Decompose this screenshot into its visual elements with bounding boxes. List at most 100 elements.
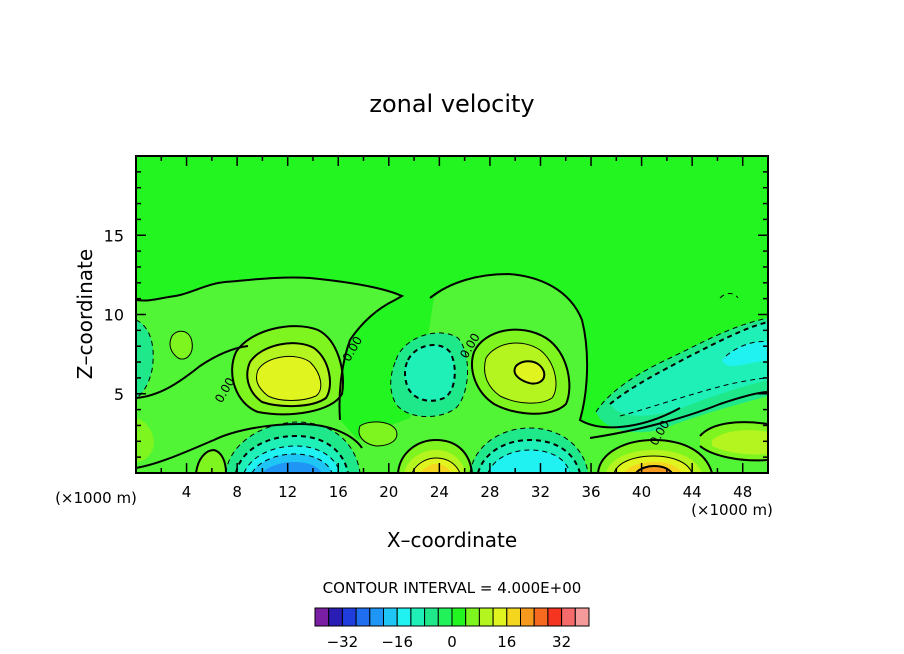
contour-right-low-2 bbox=[699, 445, 768, 462]
positive-lobe-surface-23km-core bbox=[420, 464, 452, 473]
contour-lines bbox=[136, 272, 768, 473]
colorbar bbox=[314, 607, 590, 627]
contour-surface-23km-inner bbox=[411, 457, 461, 473]
colorbar-tick-labels: −32 −16 0 16 32 bbox=[327, 633, 572, 651]
contour-surface-41km-core bbox=[635, 464, 673, 473]
contour-12km-outer bbox=[231, 325, 344, 416]
x-tick-label: 24 bbox=[430, 483, 449, 501]
negative-lobe-surface-31km-core bbox=[488, 450, 570, 473]
colorbar-bin bbox=[410, 607, 426, 627]
colorbar-bin bbox=[437, 607, 453, 627]
contour-left-bottom bbox=[136, 422, 363, 469]
colorbar-tick-label: 0 bbox=[447, 633, 457, 651]
contour-surface-41km bbox=[597, 438, 713, 473]
zero-contour-main bbox=[136, 276, 405, 421]
x-units-right: (×1000 m) bbox=[691, 501, 773, 519]
positive-lobe-30km-core bbox=[514, 361, 545, 384]
axis-ticks bbox=[136, 156, 769, 473]
dashed-surface-12km-1 bbox=[225, 421, 361, 473]
x-tick-label: 8 bbox=[232, 483, 242, 501]
colorbar-bin bbox=[424, 607, 439, 627]
dashed-23km-inner bbox=[404, 344, 456, 402]
positive-patch-x20 bbox=[358, 421, 397, 446]
x-units-left: (×1000 m) bbox=[55, 489, 137, 507]
dashed-surface-12km-2 bbox=[235, 434, 349, 473]
colorbar-bin bbox=[506, 607, 521, 627]
dashed-right-core bbox=[725, 341, 768, 357]
dashed-right-lower bbox=[619, 377, 768, 417]
contour-interval-label: CONTOUR INTERVAL = 4.000E+00 bbox=[323, 579, 582, 597]
x-tick-label: 16 bbox=[329, 483, 348, 501]
contour-12km-core bbox=[255, 355, 322, 401]
y-axis-label: Z–coordinate bbox=[73, 249, 97, 379]
dashed-top-right bbox=[719, 293, 739, 299]
negative-region-right-core bbox=[722, 341, 768, 366]
positive-patch-left-small bbox=[170, 331, 193, 360]
colorbar-tick-label: 32 bbox=[552, 633, 571, 651]
dashed-surface-31km-1 bbox=[469, 427, 589, 473]
y-tick-label: 5 bbox=[114, 385, 124, 404]
contour-left-stem bbox=[136, 345, 249, 399]
colorbar-bin bbox=[355, 607, 371, 627]
colorbar-tick-label: −32 bbox=[327, 633, 359, 651]
y-tick-label: 10 bbox=[104, 306, 124, 325]
contour-surface-x6 bbox=[195, 448, 227, 473]
x-tick-label: 20 bbox=[379, 483, 398, 501]
contour-surface-41km-inner bbox=[613, 455, 693, 473]
zero-contour-mid bbox=[429, 272, 681, 429]
zero-contour-right bbox=[589, 391, 768, 439]
dashed-surface-31km-2 bbox=[477, 438, 581, 473]
dashed-surface-12km-4 bbox=[251, 453, 333, 473]
x-axis-label: X–coordinate bbox=[387, 528, 517, 552]
x-tick-label: 4 bbox=[182, 483, 192, 501]
colorbar-bin bbox=[574, 607, 590, 627]
colorbar-bin bbox=[328, 607, 343, 627]
x-tick-label: 36 bbox=[581, 483, 600, 501]
contour-12km-inner bbox=[246, 342, 331, 408]
contour-left-small bbox=[169, 330, 193, 360]
dashed-23km-outer bbox=[390, 332, 468, 418]
dashed-surface-12km-3 bbox=[243, 445, 341, 473]
contour-30km-inner bbox=[484, 342, 557, 404]
y-tick-labels: 5 10 15 bbox=[104, 226, 124, 404]
y-tick-label: 15 bbox=[104, 226, 124, 245]
dashed-right-outer bbox=[595, 317, 768, 413]
x-tick-label: 44 bbox=[683, 483, 702, 501]
colorbar-tick-label: −16 bbox=[381, 633, 413, 651]
contour-right-low bbox=[699, 421, 768, 437]
positive-lobe-12km-core bbox=[256, 356, 321, 401]
colorbar-bin bbox=[533, 607, 549, 627]
colorbar-bin bbox=[492, 607, 508, 627]
positive-patch-left-low bbox=[136, 418, 154, 462]
contour-30km-core bbox=[513, 360, 546, 385]
colorbar-tick-label: 16 bbox=[497, 633, 516, 651]
contour-surface-23km bbox=[397, 438, 473, 473]
colorbar-bin bbox=[369, 607, 384, 627]
dashed-left-edge bbox=[136, 319, 154, 399]
dashed-right-inner bbox=[609, 321, 768, 405]
negative-lobe-surface-12km-core bbox=[262, 462, 322, 473]
contour-x20-patch bbox=[358, 421, 398, 447]
colorbar-bin bbox=[451, 607, 467, 627]
x-tick-label: 28 bbox=[480, 483, 499, 501]
plot-area: 0.000.00 0.000.00 bbox=[136, 156, 768, 473]
colorbar-bin bbox=[520, 607, 535, 627]
x-tick-label: 32 bbox=[531, 483, 550, 501]
colorbar-bin bbox=[547, 607, 563, 627]
colorbar-bin bbox=[396, 607, 412, 627]
colorbar-bin bbox=[478, 607, 494, 627]
colorbar-bin bbox=[465, 607, 480, 627]
x-tick-label: 40 bbox=[632, 483, 651, 501]
x-tick-label: 48 bbox=[733, 483, 752, 501]
positive-lobe-right-low-inner bbox=[712, 430, 768, 455]
chart-title: zonal velocity bbox=[369, 90, 534, 118]
colorbar-bin bbox=[561, 607, 576, 627]
negative-contours bbox=[136, 293, 768, 473]
colorbar-bin bbox=[383, 607, 398, 627]
contour-30km-outer bbox=[471, 328, 571, 415]
x-tick-label: 12 bbox=[278, 483, 297, 501]
colorbar-bin bbox=[341, 607, 357, 627]
negative-lobe-23km-inner bbox=[405, 345, 455, 401]
colorbar-bin bbox=[314, 607, 330, 627]
